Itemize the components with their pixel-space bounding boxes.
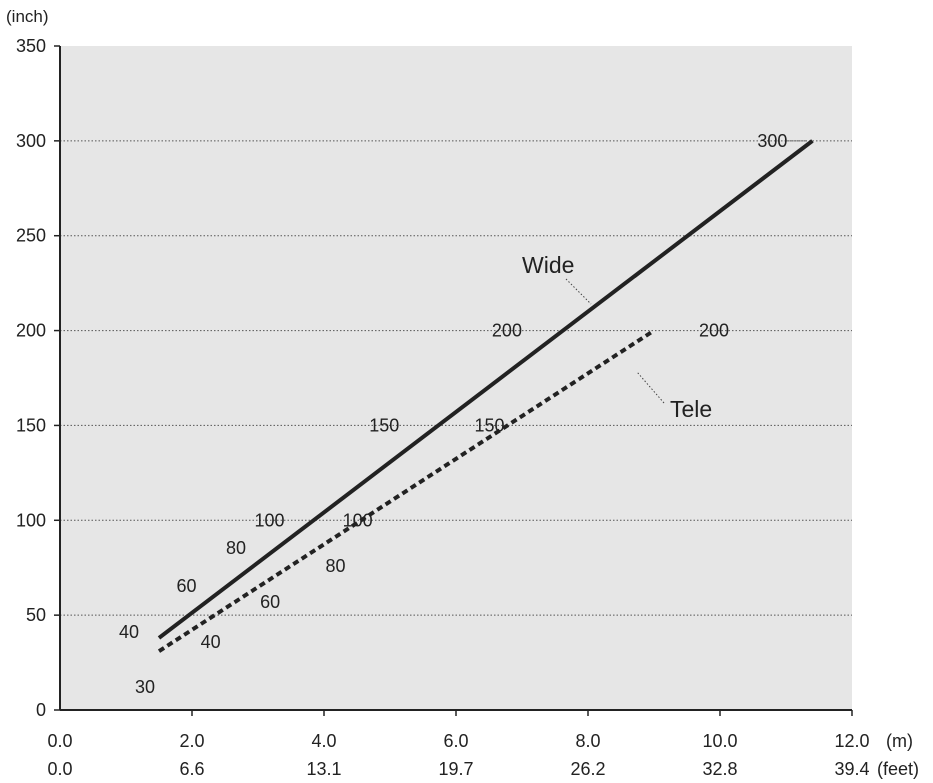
point-label-tele: 40 xyxy=(201,632,221,652)
y-tick-label: 50 xyxy=(26,605,46,625)
y-tick-label: 0 xyxy=(36,700,46,720)
x-tick-label-feet: 39.4 xyxy=(834,759,869,779)
x-tick-label-feet: 6.6 xyxy=(179,759,204,779)
series-name-wide: Wide xyxy=(522,252,574,278)
y-tick-label: 200 xyxy=(16,321,46,341)
series-line-wide xyxy=(157,139,814,640)
series-name-tele: Tele xyxy=(670,396,712,422)
point-label-tele: 150 xyxy=(474,415,504,435)
y-tick-label: 150 xyxy=(16,415,46,435)
x-tick-label-m: 10.0 xyxy=(702,731,737,751)
x-tick-label-feet: 32.8 xyxy=(702,759,737,779)
x-tick-label-m: 12.0 xyxy=(834,731,869,751)
wide-leader xyxy=(565,278,592,305)
point-label-tele: 100 xyxy=(343,510,373,530)
point-label-tele: 30 xyxy=(135,677,155,697)
point-label-wide: 200 xyxy=(492,321,522,341)
point-label-tele: 200 xyxy=(699,321,729,341)
point-label-wide: 60 xyxy=(176,576,196,596)
y-tick-label: 100 xyxy=(16,510,46,530)
x-tick-label-feet: 26.2 xyxy=(570,759,605,779)
point-label-wide: 300 xyxy=(757,131,787,151)
y-tick-label: 250 xyxy=(16,226,46,246)
point-label-tele: 80 xyxy=(325,556,345,576)
plot-background xyxy=(60,46,852,710)
point-label-tele: 60 xyxy=(260,592,280,612)
y-unit-label: (inch) xyxy=(6,7,49,26)
series-line-tele xyxy=(157,328,656,653)
point-label-wide: 80 xyxy=(226,538,246,558)
x-unit-label: (m) xyxy=(886,731,913,751)
point-label-wide: 150 xyxy=(369,415,399,435)
point-label-wide: 40 xyxy=(119,622,139,642)
x2-unit-label: (feet) xyxy=(877,759,919,779)
x-tick-label-m: 2.0 xyxy=(179,731,204,751)
x-tick-label-m: 8.0 xyxy=(575,731,600,751)
x-tick-label-feet: 13.1 xyxy=(306,759,341,779)
x-tick-label-feet: 19.7 xyxy=(438,759,473,779)
point-label-wide: 100 xyxy=(254,510,284,530)
x-tick-label-m: 0.0 xyxy=(47,731,72,751)
x-tick-label-m: 4.0 xyxy=(311,731,336,751)
y-tick-label: 350 xyxy=(16,36,46,56)
x-tick-label-feet: 0.0 xyxy=(47,759,72,779)
x-tick-label-m: 6.0 xyxy=(443,731,468,751)
y-tick-label: 300 xyxy=(16,131,46,151)
